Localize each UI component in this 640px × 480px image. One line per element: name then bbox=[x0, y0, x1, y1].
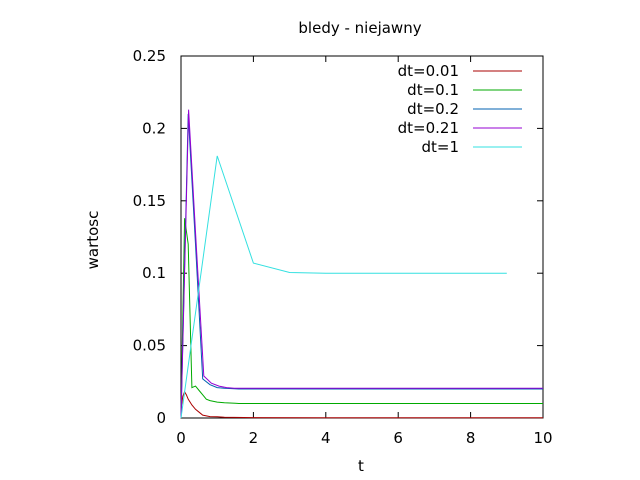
y-tick-label: 0 bbox=[156, 409, 166, 427]
x-tick-label: 10 bbox=[533, 429, 552, 447]
plot-frame bbox=[180, 55, 544, 419]
x-tick-label: 8 bbox=[466, 429, 476, 447]
series-layer bbox=[180, 109, 543, 419]
x-tick-label: 0 bbox=[176, 429, 186, 447]
x-tick-label: 4 bbox=[321, 429, 331, 447]
y-tick-label: 0.05 bbox=[133, 337, 166, 355]
y-axis-label: wartosc bbox=[84, 211, 102, 270]
series-line-dt-0-01 bbox=[180, 390, 543, 419]
series-line-dt-1 bbox=[180, 155, 507, 419]
y-tick-label: 0.1 bbox=[142, 264, 166, 282]
x-axis-label: t bbox=[358, 457, 364, 475]
legend-label: dt=1 bbox=[421, 138, 459, 156]
legend-label: dt=0.1 bbox=[407, 81, 459, 99]
legend-label: dt=0.01 bbox=[398, 62, 459, 80]
y-tick-label: 0.25 bbox=[133, 47, 166, 65]
series-line-dt-0-21 bbox=[180, 109, 543, 419]
chart-title: bledy - niejawny bbox=[298, 19, 421, 37]
x-tick-label: 2 bbox=[249, 429, 259, 447]
x-tick-label: 6 bbox=[393, 429, 403, 447]
series-line-dt-0-1 bbox=[180, 218, 543, 419]
legend-label: dt=0.21 bbox=[398, 119, 459, 137]
series-line-dt-0-2 bbox=[180, 113, 543, 419]
legend-label: dt=0.2 bbox=[407, 100, 459, 118]
y-tick-label: 0.2 bbox=[142, 119, 166, 137]
y-tick-label: 0.15 bbox=[133, 192, 166, 210]
y-axis: 0 0.05 0.1 0.15 0.2 0.25 bbox=[133, 47, 543, 427]
